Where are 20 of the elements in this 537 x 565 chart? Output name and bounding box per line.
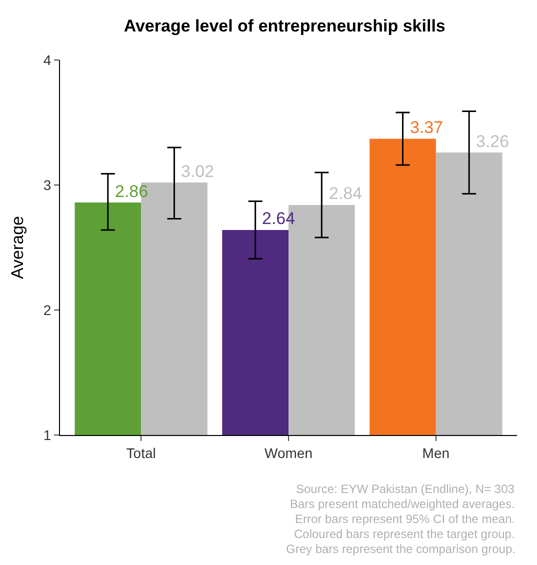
data-label: 3.37	[410, 118, 444, 137]
y-tick-label: 3	[43, 176, 52, 193]
y-axis-title: Average	[8, 216, 27, 280]
text: Bars present matched/weighted averages.	[290, 497, 515, 511]
chart-title: Average level of entrepreneurship skills	[124, 16, 446, 36]
y-tick-label: 1	[43, 426, 52, 443]
text: Error bars represent 95% CI of the mean.	[295, 512, 516, 526]
source-note: Source: EYW Pakistan (Endline), N= 303	[296, 482, 515, 496]
data-label: 3.02	[181, 162, 214, 181]
x-tick-label: Total	[126, 444, 156, 461]
data-label: 2.64	[262, 209, 296, 228]
y-tick-label: 4	[43, 52, 52, 68]
x-tick-label: Men	[422, 444, 450, 461]
data-label: 2.86	[115, 182, 148, 201]
text: Coloured bars represent the target group.	[294, 527, 515, 541]
data-label: 3.26	[476, 132, 510, 151]
y-tick-label: 2	[43, 302, 52, 318]
text: Grey bars represent the comparison group.	[286, 542, 516, 556]
x-tick-label: Women	[264, 444, 312, 461]
data-label: 2.84	[329, 184, 362, 203]
